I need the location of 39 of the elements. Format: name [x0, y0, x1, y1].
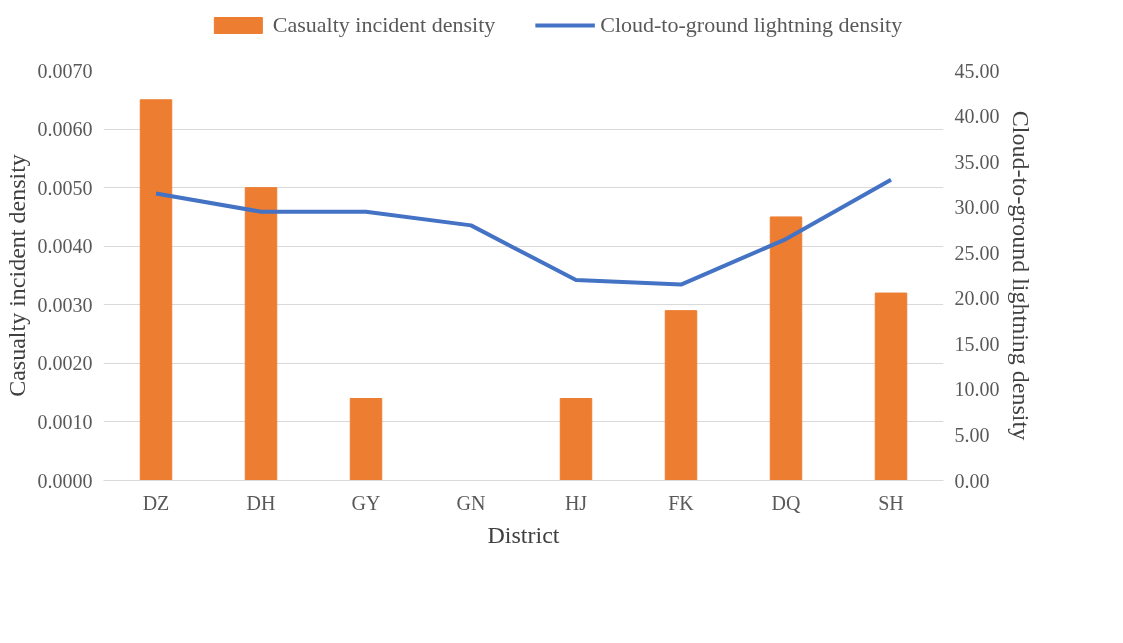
- y-tick-label: 0.0010: [37, 410, 93, 433]
- y-tick-label: 0.0040: [37, 235, 93, 258]
- bar: [559, 398, 593, 481]
- y2-tick-label: 20.00: [954, 287, 1000, 310]
- y-tick-label: 0.0030: [37, 293, 93, 316]
- x-axis-title: District: [487, 521, 560, 548]
- y-tick-label: 0.0050: [37, 176, 93, 199]
- bar: [664, 310, 698, 481]
- y2-tick-label: 30.00: [954, 196, 1000, 219]
- x-tick-label: GY: [351, 491, 381, 514]
- x-tick-label: DQ: [771, 491, 801, 514]
- y2-tick-label: 40.00: [954, 105, 1000, 128]
- bar: [139, 99, 173, 481]
- y2-axis-title: Cloud-to-ground lightning density: [1007, 110, 1034, 441]
- y-tick-label: 0.0020: [37, 352, 93, 375]
- legend-label: Cloud-to-ground lightning density: [600, 12, 903, 38]
- y2-tick-label: 45.00: [954, 59, 1000, 82]
- y2-tick-label: 35.00: [954, 150, 1000, 173]
- y2-tick-label: 25.00: [954, 241, 1000, 264]
- x-tick-label: FK: [668, 491, 695, 514]
- bar: [349, 398, 383, 481]
- bar: [874, 292, 908, 481]
- x-tick-label: SH: [878, 491, 904, 514]
- bar: [769, 216, 803, 481]
- y2-tick-label: 15.00: [954, 332, 1000, 355]
- y-tick-label: 0.0000: [37, 469, 93, 492]
- x-tick-label: GN: [456, 491, 486, 514]
- y2-tick-label: 0.00: [954, 469, 990, 492]
- bar: [244, 187, 278, 481]
- y2-tick-label: 10.00: [954, 378, 1000, 401]
- y2-tick-label: 5.00: [954, 423, 990, 446]
- legend-label: Casualty incident density: [272, 12, 496, 38]
- y-tick-label: 0.0070: [37, 59, 93, 82]
- x-tick-label: DZ: [142, 491, 170, 514]
- line-series: [154, 177, 893, 287]
- x-tick-label: HJ: [564, 491, 588, 514]
- x-tick-label: DH: [246, 491, 276, 514]
- y-tick-label: 0.0060: [37, 118, 93, 141]
- y-axis-title: Casualty incident density: [3, 154, 30, 397]
